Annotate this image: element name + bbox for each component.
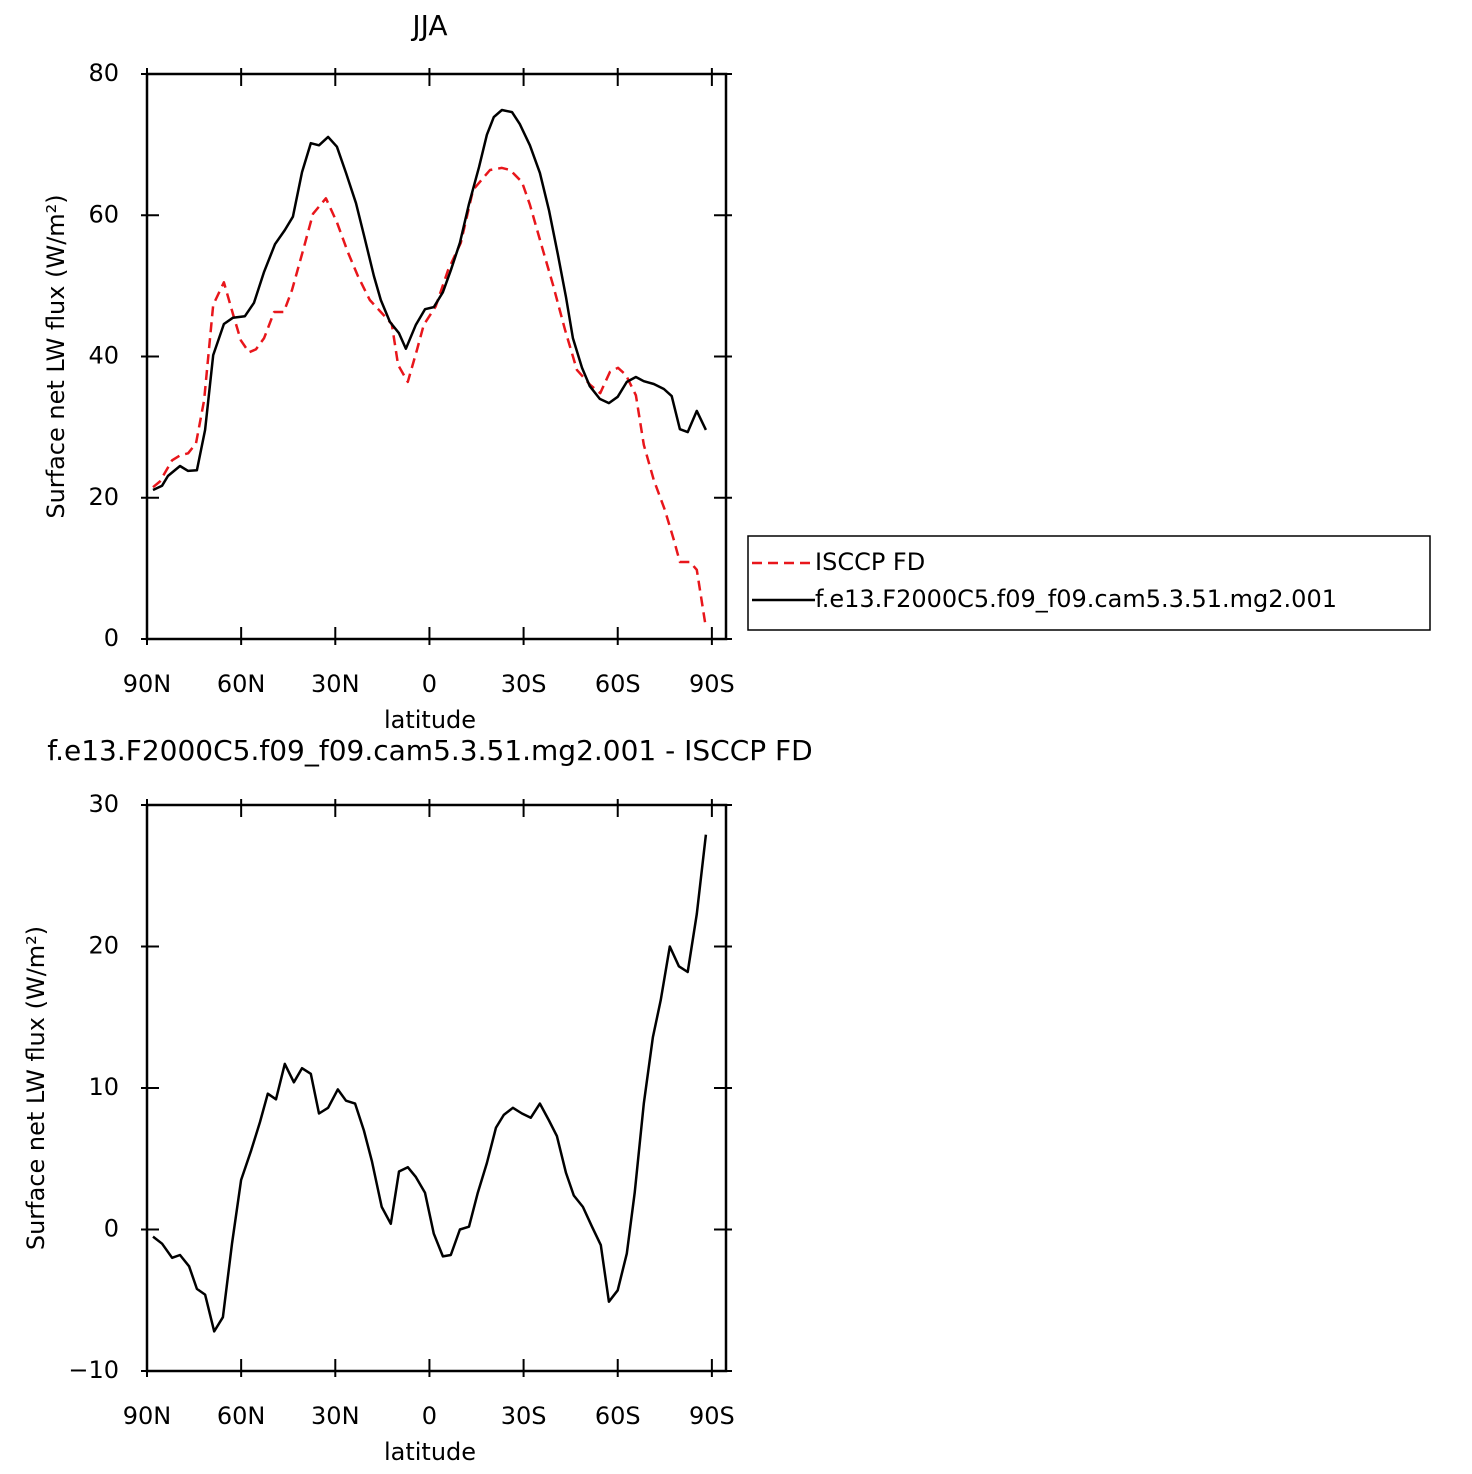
legend-box: [747, 535, 1431, 631]
plot-frame: [145, 72, 728, 641]
legend-label: ISCCP FD: [815, 548, 925, 576]
x-tick-label: 60N: [217, 1402, 266, 1430]
plot-frame: [145, 803, 728, 1373]
y-axis-label: Surface net LW flux (W/m²): [22, 926, 50, 1250]
y-tick-label: 10: [88, 1073, 119, 1101]
y-tick-label: 0: [104, 1215, 119, 1243]
data-line: [152, 108, 708, 492]
x-tick-label: 0: [422, 670, 437, 698]
legend-label: f.e13.F2000C5.f09_f09.cam5.3.51.mg2.001: [815, 585, 1337, 613]
x-axis-label: latitude: [384, 706, 476, 734]
data-line: [152, 166, 708, 628]
x-tick-label: 30S: [501, 1402, 547, 1430]
x-tick-label: 30N: [311, 670, 360, 698]
x-tick-label: 30N: [311, 1402, 360, 1430]
x-tick-label: 30S: [501, 670, 547, 698]
y-axis-label: Surface net LW flux (W/m²): [42, 194, 70, 518]
y-tick-label: 60: [88, 200, 119, 228]
x-tick-label: 60S: [595, 670, 641, 698]
x-tick-label: 90N: [123, 670, 172, 698]
y-tick-label: 40: [88, 342, 119, 370]
y-tick-label: 30: [88, 790, 119, 818]
chart-title: f.e13.F2000C5.f09_f09.cam5.3.51.mg2.001 …: [47, 734, 812, 767]
y-tick-label: 80: [88, 59, 119, 87]
x-tick-label: 60S: [595, 1402, 641, 1430]
data-line: [152, 834, 708, 1333]
y-tick-label: 0: [104, 624, 119, 652]
x-axis-label: latitude: [384, 1438, 476, 1466]
x-tick-label: 90N: [123, 1402, 172, 1430]
x-tick-label: 0: [422, 1402, 437, 1430]
x-tick-label: 90S: [689, 670, 735, 698]
y-tick-label: −10: [68, 1356, 119, 1384]
y-tick-label: 20: [88, 932, 119, 960]
x-tick-label: 60N: [217, 670, 266, 698]
y-tick-label: 20: [88, 483, 119, 511]
x-tick-label: 90S: [689, 1402, 735, 1430]
chart-title: JJA: [410, 9, 447, 42]
